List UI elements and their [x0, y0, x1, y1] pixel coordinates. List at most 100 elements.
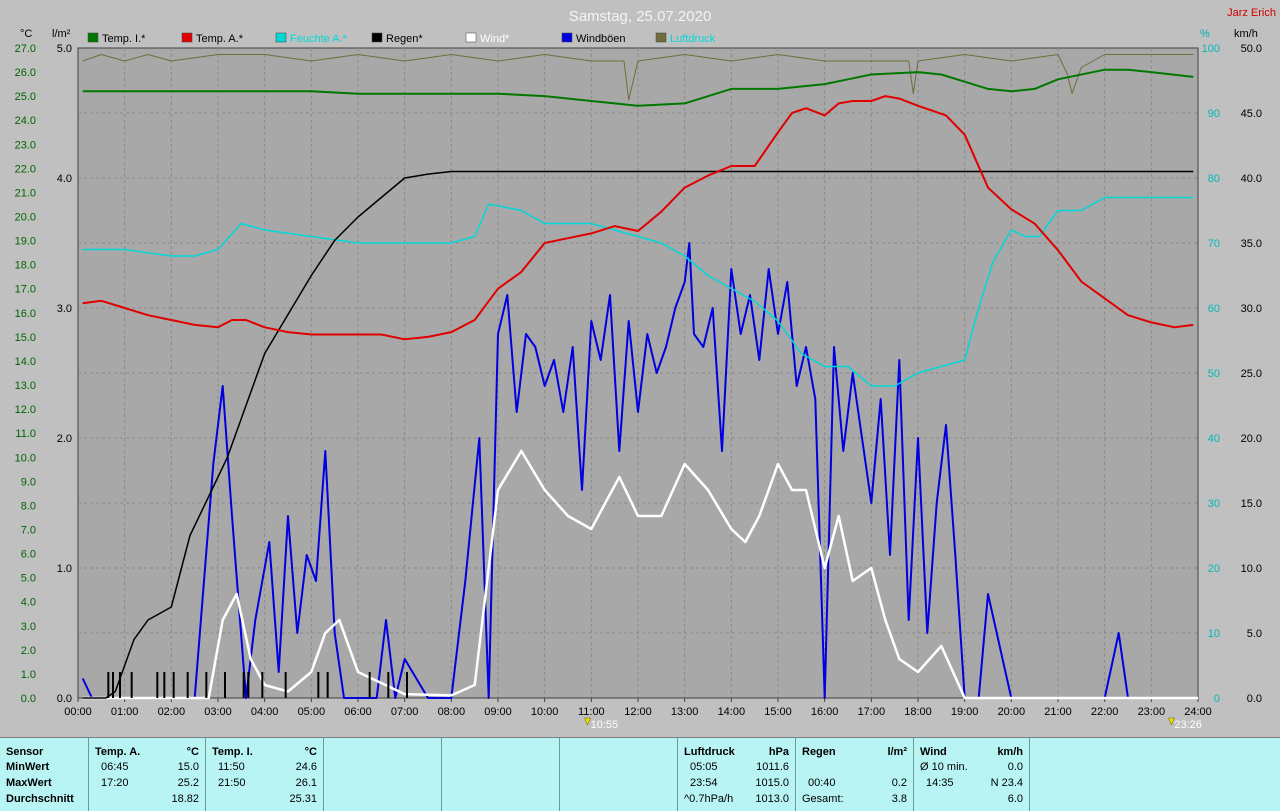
regen-max-time: 00:40 — [808, 777, 836, 789]
temp-tick-label: 27.0 — [15, 43, 36, 55]
temp-tick-label: 16.0 — [15, 308, 36, 320]
legend-swatch — [561, 32, 573, 43]
regen-unit: l/m² — [887, 746, 907, 758]
stats-temp-a-column: Temp. A. °C 06:45 15.0 17:20 25.2 18.82 — [89, 738, 206, 811]
luftdruck-trend-value: 1013.0 — [755, 793, 789, 805]
wind-max-value: N 23.4 — [990, 777, 1023, 789]
humidity-tick-label: 20 — [1208, 563, 1220, 575]
temp-tick-label: 3.0 — [21, 621, 36, 633]
stats-luftdruck-column: Luftdruck hPa 05:05 1011.6 23:54 1015.0 ^0.… — [678, 738, 796, 811]
temp-tick-label: 20.0 — [15, 212, 36, 224]
temp-tick-label: 8.0 — [21, 500, 36, 512]
x-tick-label: 20:00 — [998, 706, 1026, 718]
rain-tick-label: 3.0 — [57, 303, 72, 315]
stats-sensor-column: Sensor MinWert MaxWert Durchschnitt — [0, 738, 89, 811]
humidity-tick-label: 30 — [1208, 498, 1220, 510]
x-tick-label: 05:00 — [298, 706, 326, 718]
y-axes: 0.0 1.0 2.0 3.0 4.0 5.0 6.0 7.0 8.0 9.0 10.0 11.0 12… — [15, 43, 1262, 705]
temp-axis-unit: °C — [20, 28, 32, 40]
temp-tick-label: 13.0 — [15, 380, 36, 392]
temp-tick-label: 9.0 — [21, 476, 36, 488]
time-marker-icon — [1168, 717, 1175, 726]
chart-series — [81, 54, 1198, 700]
wind-tick-label: 10.0 — [1241, 563, 1262, 575]
x-tick-label: 21:00 — [1044, 706, 1072, 718]
luftdruck-max-time: 23:54 — [690, 777, 718, 789]
x-tick-label: 02:00 — [158, 706, 186, 718]
temp-i-unit: °C — [304, 746, 317, 758]
temp-tick-label: 19.0 — [15, 236, 36, 248]
temp-a-unit: °C — [186, 746, 199, 758]
x-tick-label: 16:00 — [811, 706, 839, 718]
humidity-tick-label: 100 — [1202, 43, 1220, 55]
x-tick-label: 14:00 — [718, 706, 746, 718]
regen-max-value: 0.2 — [891, 777, 907, 789]
x-tick-label: 22:00 — [1091, 706, 1119, 718]
humidity-tick-label: 0 — [1214, 693, 1220, 705]
temp-tick-label: 21.0 — [15, 187, 36, 199]
temp-tick-label: 25.0 — [15, 91, 36, 103]
luftdruck-trend-label: ^0.7hPa/h — [684, 793, 734, 805]
temp-i-min-time: 11:50 — [218, 761, 245, 773]
wind-tick-label: 0.0 — [1247, 693, 1262, 705]
chart-title: Samstag, 25.07.2020 — [569, 8, 712, 25]
station-name: Jarz Erich — [1227, 7, 1276, 19]
x-tick-label: 00:00 — [64, 706, 92, 718]
legend-label: Wind* — [480, 33, 510, 45]
temp-a-avg: 18.82 — [171, 793, 199, 805]
legend-swatch — [371, 32, 383, 43]
series-line-temp-a — [82, 95, 1194, 341]
stats-min-label: MinWert — [6, 761, 50, 773]
temp-i-avg: 25.31 — [289, 793, 317, 805]
legend-label: Luftdruck — [670, 33, 716, 45]
x-tick-label: 07:00 — [391, 706, 419, 718]
regen-total-label: Gesamt: — [802, 793, 844, 805]
wind-tick-label: 20.0 — [1241, 433, 1262, 445]
legend-swatch — [655, 32, 667, 43]
chart-legend: Temp. I.* Temp. A.* Feuchte A.* Regen* Wind*… — [87, 32, 716, 45]
wind-header: Wind — [920, 746, 947, 758]
series-line-windböen — [81, 242, 1198, 699]
temp-a-min-time: 06:45 — [101, 761, 129, 773]
time-markers: 10:55 23:26 — [584, 717, 1202, 731]
series-line-regen — [82, 170, 1194, 699]
stats-sensor-header: Sensor — [6, 746, 44, 758]
time-marker-label: 10:55 — [591, 719, 619, 731]
x-tick-label: 10:00 — [531, 706, 559, 718]
temp-tick-label: 5.0 — [21, 573, 36, 585]
legend-swatch — [87, 32, 99, 43]
x-tick-label: 01:00 — [111, 706, 139, 718]
wind-tick-label: 35.0 — [1241, 238, 1262, 250]
luftdruck-unit: hPa — [768, 746, 789, 758]
rain-axis-unit: l/m² — [52, 28, 71, 40]
x-axis: 00:00 01:00 02:00 03:00 04:00 05:00 06:00 07:00… — [64, 698, 1212, 718]
stats-wind-column: Wind km/h Ø 10 min. 0.0 14:35 N 23.4 6.0 — [914, 738, 1030, 811]
humidity-tick-label: 90 — [1208, 108, 1220, 120]
weather-chart: Samstag, 25.07.2020 Jarz Erich Temp. I.*… — [14, 7, 1276, 731]
wind-tick-label: 25.0 — [1241, 368, 1262, 380]
wind-tick-label: 40.0 — [1241, 173, 1262, 185]
x-tick-label: 03:00 — [204, 706, 232, 718]
wind-tick-label: 45.0 — [1241, 108, 1262, 120]
humidity-tick-label: 40 — [1208, 433, 1220, 445]
temp-tick-label: 0.0 — [21, 693, 36, 705]
rain-tick-label: 5.0 — [57, 43, 72, 55]
stats-empty-column-3 — [560, 738, 678, 811]
x-tick-label: 12:00 — [624, 706, 652, 718]
temp-tick-label: 24.0 — [15, 115, 36, 127]
temp-tick-label: 15.0 — [15, 332, 36, 344]
x-tick-label: 04:00 — [251, 706, 279, 718]
regen-total-value: 3.8 — [891, 793, 907, 805]
legend-label: Windböen — [576, 33, 626, 45]
temp-tick-label: 12.0 — [15, 404, 36, 416]
time-marker-icon — [584, 717, 591, 726]
temp-tick-label: 10.0 — [15, 452, 36, 464]
temp-a-max-value: 25.2 — [177, 777, 199, 789]
legend-swatch — [181, 32, 193, 43]
stats-regen-column: Regen l/m² 00:40 0.2 Gesamt: 3.8 — [796, 738, 914, 811]
luftdruck-max-value: 1015.0 — [755, 777, 789, 789]
wind-avg-value: 0.0 — [1007, 761, 1023, 773]
wind-tick-label: 50.0 — [1241, 43, 1262, 55]
wind-avg: 6.0 — [1007, 793, 1023, 805]
legend-label: Temp. A.* — [196, 33, 244, 45]
